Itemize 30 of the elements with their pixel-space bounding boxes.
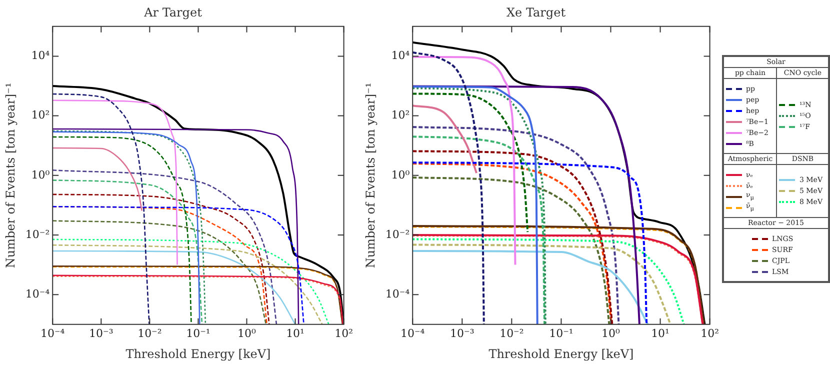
y-tick-label: 10⁻⁴ (385, 287, 410, 300)
y-tick-label: 10² (391, 108, 410, 122)
x-tick-label: 10⁻³ (89, 326, 114, 340)
y-axis-title: Number of Events [ton year]⁻¹ (3, 82, 18, 268)
x-axis-title: Threshold Energy [keV] (126, 346, 271, 361)
x-tick-label: 10⁻¹ (186, 326, 210, 340)
x-tick-label: 10² (334, 326, 354, 340)
y-tick-label: 10⁴ (391, 49, 410, 62)
y-axis-title: Number of Events [ton year]⁻¹ (363, 82, 378, 268)
x-axis-title: Threshold Energy [keV] (488, 346, 634, 361)
y-tick-label: 10⁴ (31, 49, 50, 62)
x-tick-label: 10⁰ (602, 326, 621, 340)
x-tick-label: 10⁰ (238, 326, 257, 340)
y-tick-label: 10⁻² (25, 228, 50, 241)
x-tick-label: 10⁻⁴ (400, 326, 426, 340)
x-tick-label: 10⁻⁴ (40, 326, 66, 340)
x-tick-label: 10⁻¹ (549, 326, 574, 340)
y-tick-label: 10² (31, 108, 50, 122)
y-tick-label: 10⁻⁴ (25, 287, 50, 300)
y-tick-label: 10⁰ (31, 168, 50, 182)
x-tick-label: 10⁻² (138, 326, 162, 340)
x-tick-label: 10² (700, 326, 720, 340)
x-tick-label: 10¹ (286, 326, 304, 340)
y-tick-label: 10⁰ (391, 168, 410, 182)
x-tick-label: 10¹ (651, 326, 670, 340)
chart-title: Xe Target (506, 5, 566, 20)
x-tick-label: 10⁻² (500, 326, 524, 340)
x-tick-label: 10⁻³ (450, 326, 474, 340)
chart-title: Ar Target (143, 5, 202, 20)
y-tick-label: 10⁻² (385, 228, 410, 241)
